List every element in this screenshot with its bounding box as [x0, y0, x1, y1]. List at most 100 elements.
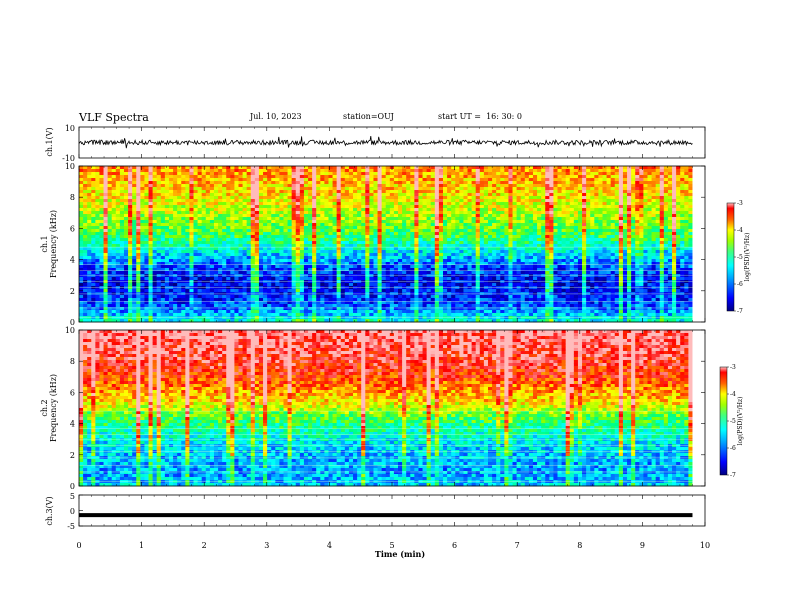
spectrogram-cell — [348, 169, 354, 173]
spectrogram-cell — [393, 166, 399, 170]
spectrogram-cell — [123, 178, 129, 182]
spectrogram-cell — [357, 238, 362, 242]
spectrogram-cell — [312, 271, 317, 275]
spectrogram-cell — [152, 169, 158, 173]
spectrogram-cell — [438, 196, 444, 200]
spectrogram-cell — [308, 295, 313, 299]
spectrogram-cell — [164, 223, 170, 227]
spectrogram-cell — [332, 283, 338, 287]
spectrogram-cell — [238, 277, 243, 281]
spectrogram-cell — [299, 301, 305, 305]
spectrogram-cell — [189, 205, 194, 209]
spectrogram-cell — [83, 238, 88, 242]
spectrogram-cell — [389, 205, 395, 209]
spectrogram-cell — [164, 280, 170, 284]
spectrogram-cell — [438, 193, 444, 197]
spectrogram-cell — [398, 205, 403, 209]
spectrogram-cell — [447, 241, 452, 245]
spectrogram-cell — [119, 250, 125, 254]
spectrogram-cell — [111, 256, 117, 260]
spectrogram-cell — [164, 202, 170, 206]
spectrogram-cell — [385, 223, 391, 227]
spectrogram-cell — [254, 316, 260, 320]
spectrogram-cell — [99, 310, 104, 314]
spectrogram-cell — [291, 289, 297, 293]
spectrogram-cell — [140, 187, 145, 191]
spectrogram-cell — [213, 217, 219, 221]
spectrogram-cell — [152, 181, 158, 185]
spectrogram-cell — [377, 274, 383, 278]
spectrogram-cell — [402, 241, 407, 245]
spectrogram-cell — [385, 235, 391, 239]
spectrogram-cell — [344, 238, 350, 242]
spectrogram-cell — [115, 196, 121, 200]
spectrogram-cell — [99, 295, 104, 299]
spectrogram-cell — [250, 187, 256, 191]
spectrogram-cell — [201, 241, 207, 245]
spectrogram-cell — [148, 208, 154, 212]
spectrogram-cell — [353, 280, 358, 284]
spectrogram-cell — [467, 190, 473, 194]
spectrogram-cell — [267, 220, 272, 224]
spectrogram-cell — [128, 166, 133, 170]
spectrogram-cell — [283, 268, 288, 272]
spectrogram-cell — [402, 301, 407, 305]
spectrogram-cell — [467, 184, 473, 188]
spectrogram-cell — [123, 265, 129, 269]
spectrogram-cell — [209, 283, 215, 287]
spectrogram-cell — [344, 172, 350, 176]
spectrogram-cell — [140, 289, 145, 293]
spectrogram-cell — [218, 304, 223, 308]
spectrogram-cell — [246, 187, 252, 191]
spectrogram-cell — [156, 193, 162, 197]
spectrogram-cell — [193, 220, 199, 224]
spectrogram-cell — [332, 181, 338, 185]
spectrogram-cell — [197, 283, 203, 287]
spectrogram-cell — [320, 271, 325, 275]
spectrogram-cell — [193, 187, 199, 191]
spectrogram-cell — [357, 256, 362, 260]
spectrogram-cell — [287, 232, 293, 236]
spectrogram-cell — [402, 298, 407, 302]
spectrogram-cell — [189, 256, 194, 260]
spectrogram-cell — [320, 166, 325, 170]
spectrogram-cell — [271, 229, 276, 233]
spectrogram-cell — [209, 265, 215, 269]
spectrogram-cell — [443, 178, 448, 182]
spectrogram-cell — [177, 265, 182, 269]
spectrogram-cell — [398, 193, 403, 197]
spectrogram-cell — [443, 268, 448, 272]
spectrogram-cell — [103, 274, 109, 278]
spectrogram-cell — [434, 280, 440, 284]
spectrogram-cell — [344, 274, 350, 278]
spectrogram-cell — [263, 166, 268, 170]
spectrogram-cell — [414, 223, 419, 227]
spectrogram-cell — [103, 205, 109, 209]
spectrogram-cell — [185, 319, 190, 323]
spectrogram-cell — [234, 274, 239, 278]
spectrogram-cell — [168, 277, 174, 281]
spectrogram-cell — [119, 193, 125, 197]
spectrogram-cell — [340, 238, 346, 242]
spectrogram-cell — [79, 178, 84, 182]
spectrogram-cell — [308, 214, 313, 218]
spectrogram-cell — [418, 247, 423, 251]
spectrogram-cell — [148, 262, 154, 266]
spectrogram-cell — [181, 205, 186, 209]
spectrogram-cell — [406, 223, 411, 227]
spectrogram-cell — [242, 271, 248, 275]
spectrogram-cell — [418, 187, 423, 191]
spectrogram-cell — [132, 235, 137, 239]
spectrogram-cell — [103, 166, 109, 170]
spectrogram-cell — [168, 244, 174, 248]
spectrogram-cell — [377, 199, 383, 203]
spectrogram-cell — [357, 283, 362, 287]
spectrogram-cell — [136, 280, 141, 284]
spectrogram-cell — [353, 223, 358, 227]
spectrogram-cell — [463, 250, 468, 254]
spectrogram-cell — [434, 271, 440, 275]
spectrogram-cell — [156, 277, 162, 281]
spectrogram-cell — [287, 247, 293, 251]
spectrogram-cell — [324, 217, 329, 221]
spectrogram-cell — [218, 301, 223, 305]
